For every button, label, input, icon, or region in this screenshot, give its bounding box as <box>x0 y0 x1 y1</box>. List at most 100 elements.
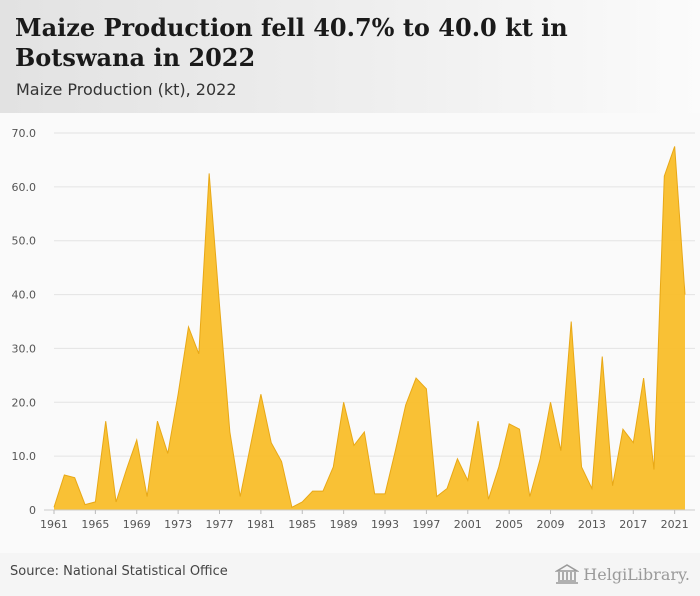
y-axis-ticks: 0 10.0 20.0 30.0 40.0 50.0 60.0 70.0 <box>12 127 37 517</box>
chart-footer: Source: National Statistical Office Helg… <box>0 553 700 596</box>
logo-text: HelgiLibrary. <box>583 564 690 584</box>
data-point <box>125 469 127 471</box>
x-tick-label: 2013 <box>578 518 606 531</box>
data-point <box>684 294 686 296</box>
data-point <box>632 442 634 444</box>
chart-area: 0 10.0 20.0 30.0 40.0 50.0 60.0 70.0 1961 1965 19… <box>0 113 700 553</box>
data-point <box>115 501 117 503</box>
data-point <box>281 461 283 463</box>
data-point <box>332 466 334 468</box>
data-point <box>529 496 531 498</box>
data-point <box>136 439 138 441</box>
x-tick-label: 2017 <box>619 518 647 531</box>
data-point <box>291 506 293 508</box>
data-point <box>187 326 189 328</box>
x-tick-label: 1977 <box>206 518 234 531</box>
data-point <box>498 466 500 468</box>
data-point <box>674 145 676 147</box>
x-tick-label: 1961 <box>40 518 68 531</box>
data-point <box>270 442 272 444</box>
data-point <box>467 479 469 481</box>
data-point <box>229 431 231 433</box>
data-point <box>53 506 55 508</box>
data-point <box>198 353 200 355</box>
data-point <box>653 469 655 471</box>
x-tick-label: 2021 <box>661 518 689 531</box>
data-point <box>436 496 438 498</box>
chart-title: Maize Production fell 40.7% to 40.0 kt i… <box>15 13 568 72</box>
y-tick-label: 50.0 <box>12 235 37 248</box>
data-point <box>219 304 221 306</box>
data-point <box>239 496 241 498</box>
x-tick-label: 1985 <box>288 518 316 531</box>
x-tick-label: 1969 <box>123 518 151 531</box>
data-point <box>384 493 386 495</box>
data-point <box>601 356 603 358</box>
data-point <box>167 452 169 454</box>
x-tick-label: 1997 <box>412 518 440 531</box>
data-point <box>456 458 458 460</box>
data-point <box>622 428 624 430</box>
x-tick-label: 1981 <box>247 518 275 531</box>
data-point <box>643 377 645 379</box>
data-point <box>663 175 665 177</box>
chart-header: Maize Production fell 40.7% to 40.0 kt i… <box>0 0 700 113</box>
data-point <box>312 490 314 492</box>
data-point <box>581 466 583 468</box>
data-point <box>487 498 489 500</box>
data-point <box>146 496 148 498</box>
data-point <box>74 477 76 479</box>
x-tick-label: 1973 <box>164 518 192 531</box>
data-point <box>322 490 324 492</box>
data-point <box>477 420 479 422</box>
helgilibrary-logo: HelgiLibrary. <box>555 561 690 587</box>
x-tick-label: 2009 <box>537 518 565 531</box>
data-point <box>94 501 96 503</box>
data-point <box>63 474 65 476</box>
data-point <box>343 401 345 403</box>
data-point <box>560 450 562 452</box>
x-axis-ticks: 1961 1965 1969 1973 1977 1981 1985 1989 1993 1997… <box>40 509 695 531</box>
y-tick-label: 40.0 <box>12 289 37 302</box>
y-tick-label: 0 <box>29 504 36 517</box>
data-point <box>156 420 158 422</box>
library-building-icon <box>555 564 580 584</box>
data-point <box>353 444 355 446</box>
y-tick-label: 10.0 <box>12 450 37 463</box>
data-point <box>591 487 593 489</box>
y-tick-label: 70.0 <box>12 127 37 140</box>
data-point <box>415 377 417 379</box>
data-point <box>374 493 376 495</box>
area-chart: 010.020.030.040.050.060.070.0 1961 1965 19… <box>12 127 695 531</box>
data-point <box>518 428 520 430</box>
y-tick-label: 30.0 <box>12 342 37 355</box>
data-point <box>84 504 86 506</box>
data-point <box>301 501 303 503</box>
x-tick-label: 1993 <box>371 518 399 531</box>
y-tick-label: 20.0 <box>12 396 37 409</box>
data-point <box>446 487 448 489</box>
x-tick-label: 1965 <box>81 518 109 531</box>
data-point <box>363 431 365 433</box>
data-point <box>570 321 572 323</box>
data-point <box>105 420 107 422</box>
x-tick-label: 2001 <box>454 518 482 531</box>
chart-subtitle: Maize Production (kt), 2022 <box>16 80 237 99</box>
y-tick-label: 60.0 <box>12 181 37 194</box>
data-point <box>260 393 262 395</box>
data-point <box>394 450 396 452</box>
data-point <box>208 172 210 174</box>
data-point <box>539 458 541 460</box>
x-tick-label: 2005 <box>495 518 523 531</box>
series-line <box>53 146 686 509</box>
source-note: Source: National Statistical Office <box>10 564 228 579</box>
x-tick-label: 1989 <box>330 518 358 531</box>
data-point <box>425 388 427 390</box>
data-point <box>508 423 510 425</box>
data-point <box>550 401 552 403</box>
data-point <box>177 393 179 395</box>
data-point <box>250 444 252 446</box>
series-layer <box>53 145 686 510</box>
data-point <box>612 485 614 487</box>
data-point <box>405 404 407 406</box>
